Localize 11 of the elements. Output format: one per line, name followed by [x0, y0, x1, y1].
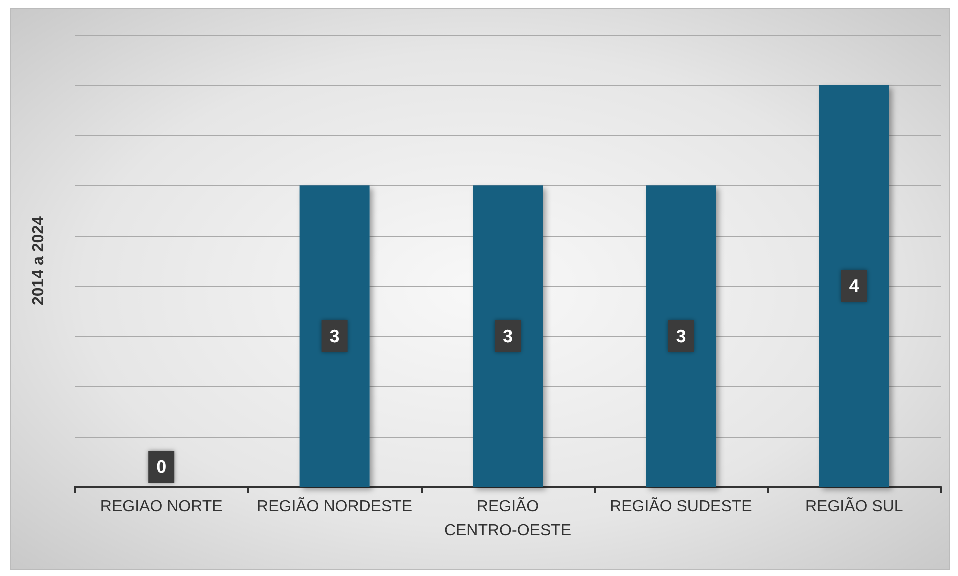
x-tick-label: REGIÃO CENTRO-OESTE [444, 496, 572, 540]
y-axis-title: 2014 a 2024 [30, 216, 48, 306]
data-label: 3 [502, 326, 514, 346]
x-tick-label: REGIÃO SUL [805, 496, 904, 516]
data-label: 4 [849, 276, 860, 296]
x-tick-label: REGIAO NORTE [100, 498, 223, 516]
x-tick-label: REGIÃO NORDESTE [257, 496, 413, 516]
data-label: 3 [676, 326, 686, 346]
data-label: 0 [156, 457, 167, 477]
data-label: 3 [330, 326, 340, 346]
x-tick-label: REGIÃO SUDESTE [610, 496, 752, 516]
